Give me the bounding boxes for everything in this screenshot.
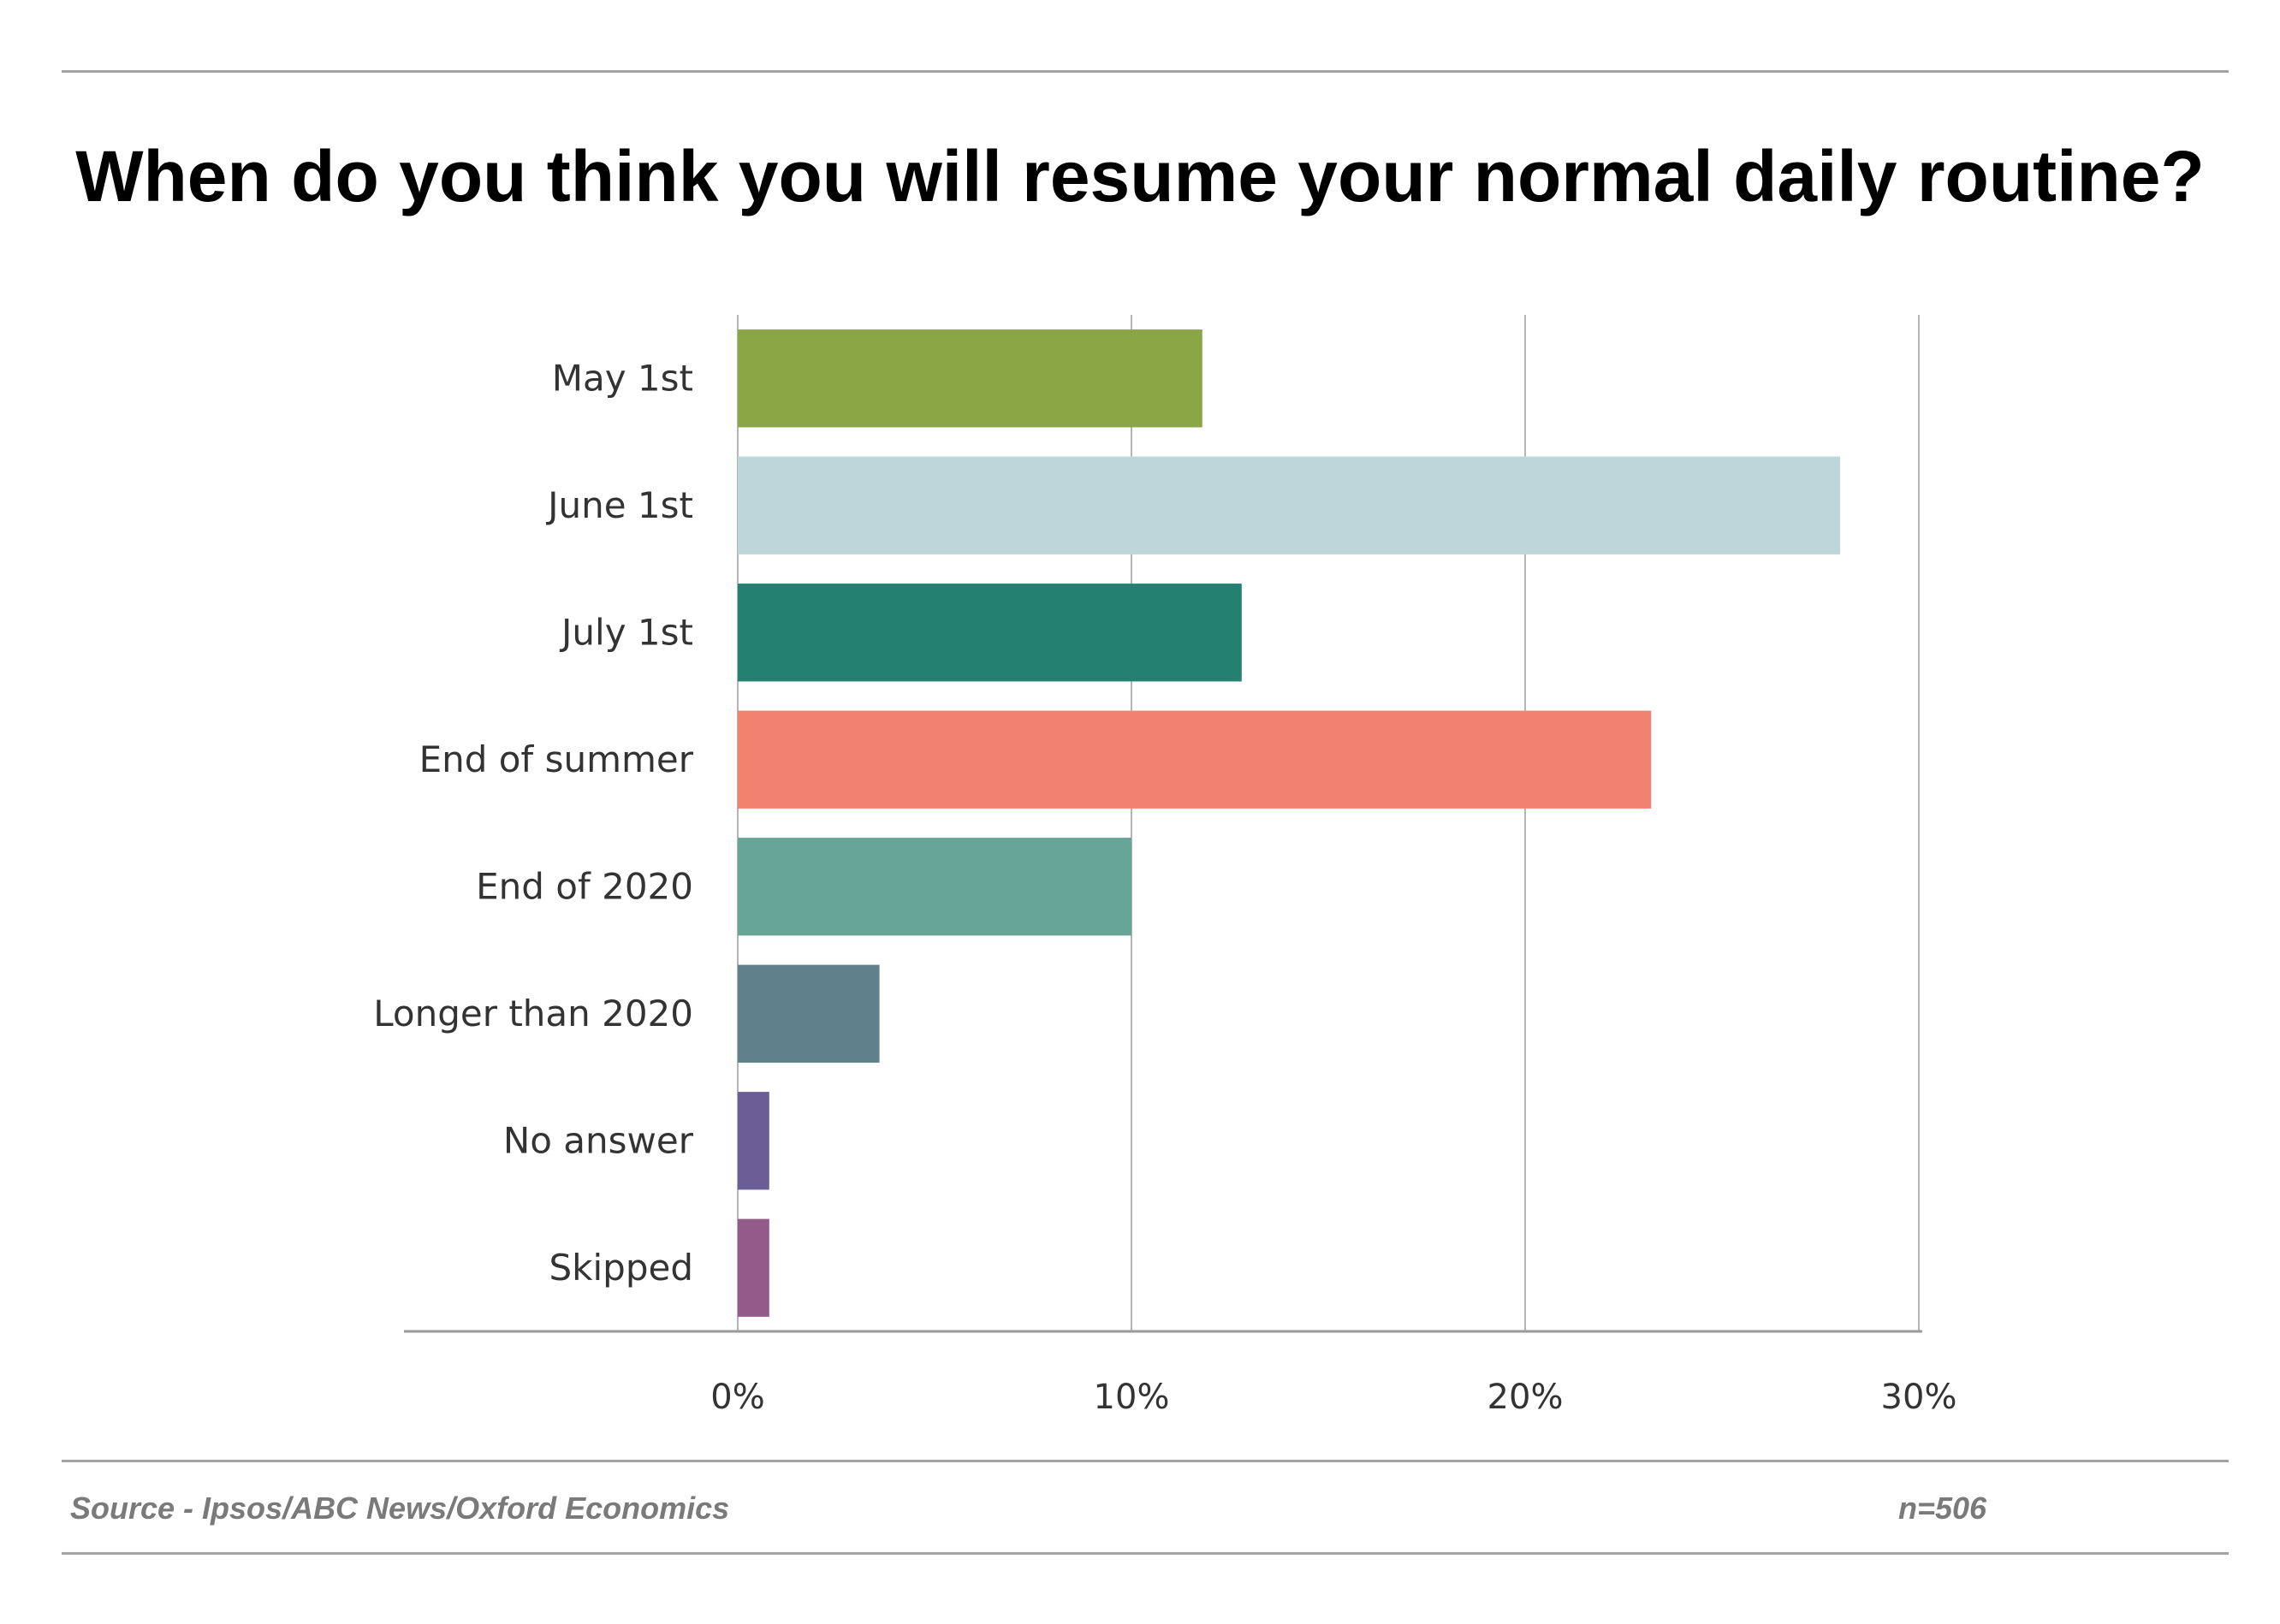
bar-6 bbox=[738, 1092, 769, 1190]
x-axis-ticks: 0% 10% 20% 30% bbox=[710, 1378, 1956, 1417]
category-label-6: No answer bbox=[503, 1119, 694, 1161]
bar-0 bbox=[738, 329, 1202, 428]
chart-title: When do you think you will resume your n… bbox=[75, 136, 2205, 216]
category-label-5: Longer than 2020 bbox=[373, 993, 693, 1034]
bar-2 bbox=[738, 584, 1242, 682]
tick-label-0: 0% bbox=[710, 1378, 764, 1417]
bar-1 bbox=[738, 456, 1840, 554]
bar-3 bbox=[738, 710, 1652, 809]
bars bbox=[738, 329, 1840, 1317]
footer-top-divider bbox=[62, 1460, 2229, 1462]
category-label-4: End of 2020 bbox=[476, 865, 693, 907]
bar-5 bbox=[738, 964, 880, 1063]
category-label-7: Skipped bbox=[549, 1247, 693, 1289]
bar-4 bbox=[738, 838, 1131, 936]
category-label-1: June 1st bbox=[545, 484, 693, 526]
tick-label-10: 10% bbox=[1094, 1378, 1170, 1417]
category-label-0: May 1st bbox=[552, 357, 693, 399]
category-label-2: July 1st bbox=[559, 611, 693, 653]
bar-7 bbox=[738, 1218, 769, 1317]
category-labels: May 1st June 1st July 1st End of summer End … bbox=[373, 357, 694, 1289]
top-divider bbox=[62, 70, 2229, 73]
tick-label-30: 30% bbox=[1881, 1378, 1957, 1417]
sample-size: n=506 bbox=[1898, 1491, 1987, 1526]
source-note: Source - Ipsos/ABC News/Oxford Economics bbox=[70, 1491, 730, 1526]
category-label-3: End of summer bbox=[419, 738, 694, 780]
tick-label-20: 20% bbox=[1487, 1378, 1564, 1417]
footer-bottom-divider bbox=[62, 1552, 2229, 1555]
